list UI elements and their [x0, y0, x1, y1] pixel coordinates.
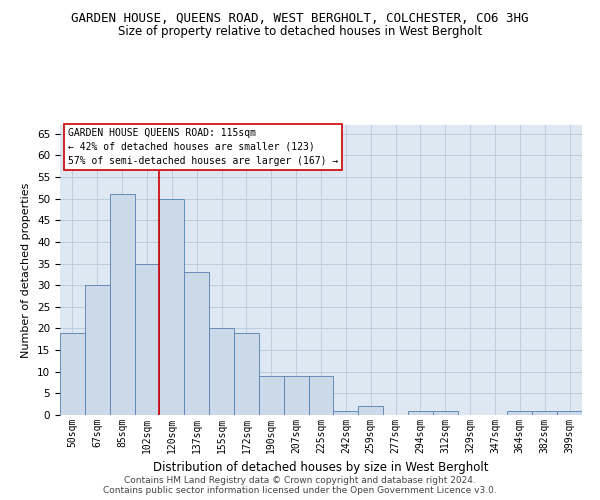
Bar — [60, 333, 85, 415]
Bar — [308, 376, 334, 415]
Text: Contains public sector information licensed under the Open Government Licence v3: Contains public sector information licen… — [103, 486, 497, 495]
Bar — [358, 406, 383, 415]
Bar — [557, 410, 582, 415]
Bar — [433, 410, 458, 415]
Bar — [259, 376, 284, 415]
Text: Contains HM Land Registry data © Crown copyright and database right 2024.: Contains HM Land Registry data © Crown c… — [124, 476, 476, 485]
Text: GARDEN HOUSE, QUEENS ROAD, WEST BERGHOLT, COLCHESTER, CO6 3HG: GARDEN HOUSE, QUEENS ROAD, WEST BERGHOLT… — [71, 12, 529, 26]
X-axis label: Distribution of detached houses by size in West Bergholt: Distribution of detached houses by size … — [153, 462, 489, 474]
Bar — [160, 198, 184, 415]
Bar — [408, 410, 433, 415]
Bar — [110, 194, 134, 415]
Text: GARDEN HOUSE QUEENS ROAD: 115sqm
← 42% of detached houses are smaller (123)
57% : GARDEN HOUSE QUEENS ROAD: 115sqm ← 42% o… — [68, 128, 338, 166]
Bar — [508, 410, 532, 415]
Y-axis label: Number of detached properties: Number of detached properties — [22, 182, 31, 358]
Bar — [184, 272, 209, 415]
Bar — [532, 410, 557, 415]
Bar — [234, 333, 259, 415]
Bar — [334, 410, 358, 415]
Bar — [134, 264, 160, 415]
Bar — [284, 376, 308, 415]
Bar — [209, 328, 234, 415]
Text: Size of property relative to detached houses in West Bergholt: Size of property relative to detached ho… — [118, 25, 482, 38]
Bar — [85, 285, 110, 415]
